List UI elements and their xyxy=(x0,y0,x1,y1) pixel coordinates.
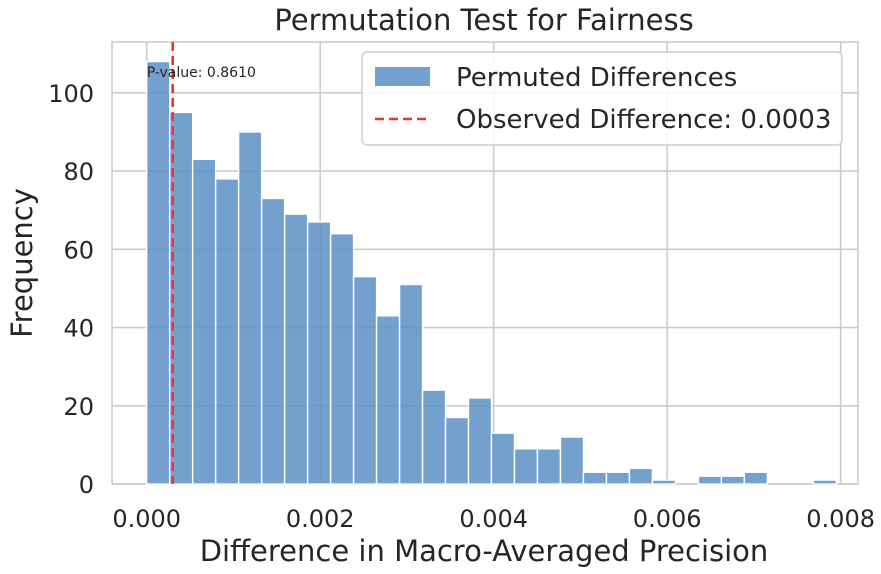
histogram-bar xyxy=(605,471,631,485)
y-tick-labels: 0 20 40 60 80 100 xyxy=(48,80,94,499)
y-tick-label: 60 xyxy=(63,236,94,264)
legend-box xyxy=(361,51,843,146)
histogram-bar xyxy=(260,197,286,485)
histogram-bar xyxy=(375,315,401,485)
x-tick-label: 0.002 xyxy=(286,505,355,533)
histogram-bar xyxy=(720,475,746,485)
histogram-bar xyxy=(651,479,677,485)
histogram-bar xyxy=(582,471,608,485)
legend-swatch-permuted xyxy=(375,67,430,86)
histogram-bar xyxy=(536,448,562,485)
histogram-bar xyxy=(398,283,424,485)
x-tick-labels: 0.000 0.002 0.004 0.006 0.008 xyxy=(112,505,875,533)
legend: Permuted Differences Observed Difference… xyxy=(361,51,843,146)
histogram-bar xyxy=(697,475,723,485)
histogram-bar xyxy=(513,448,539,485)
x-tick-label: 0.006 xyxy=(633,505,702,533)
histogram-bar xyxy=(191,158,217,485)
y-axis-title: Frequency xyxy=(5,188,39,338)
y-tick-label: 100 xyxy=(48,80,94,108)
x-tick-label: 0.008 xyxy=(806,505,875,533)
y-tick-label: 0 xyxy=(79,471,94,499)
histogram-bar xyxy=(444,416,470,485)
chart-title: Permutation Test for Fairness xyxy=(274,3,693,37)
x-axis-title: Difference in Macro-Averaged Precision xyxy=(200,534,769,568)
histogram-bar xyxy=(329,232,355,485)
histogram-bar xyxy=(467,397,493,485)
histogram-bar xyxy=(421,389,447,485)
y-tick-label: 20 xyxy=(63,393,94,421)
x-tick-label: 0.004 xyxy=(459,505,528,533)
y-tick-label: 40 xyxy=(63,315,94,343)
histogram-bar xyxy=(628,467,654,485)
histogram-bar xyxy=(812,479,838,485)
histogram-bar xyxy=(490,432,516,485)
histogram-bar xyxy=(743,471,769,485)
histogram-bar xyxy=(559,436,585,485)
histogram-bar xyxy=(352,275,378,485)
histogram-bar xyxy=(283,213,309,485)
histogram-bar xyxy=(145,60,171,485)
histogram-bars xyxy=(145,60,838,485)
histogram-bar xyxy=(306,221,332,485)
x-tick-label: 0.000 xyxy=(112,505,181,533)
legend-label-permuted: Permuted Differences xyxy=(456,63,737,93)
y-tick-label: 80 xyxy=(63,158,94,186)
histogram-bar xyxy=(237,131,263,485)
legend-label-observed: Observed Difference: 0.0003 xyxy=(456,105,831,135)
p-value-annotation: P-value: 0.8610 xyxy=(147,65,256,81)
histogram-bar xyxy=(214,178,240,485)
